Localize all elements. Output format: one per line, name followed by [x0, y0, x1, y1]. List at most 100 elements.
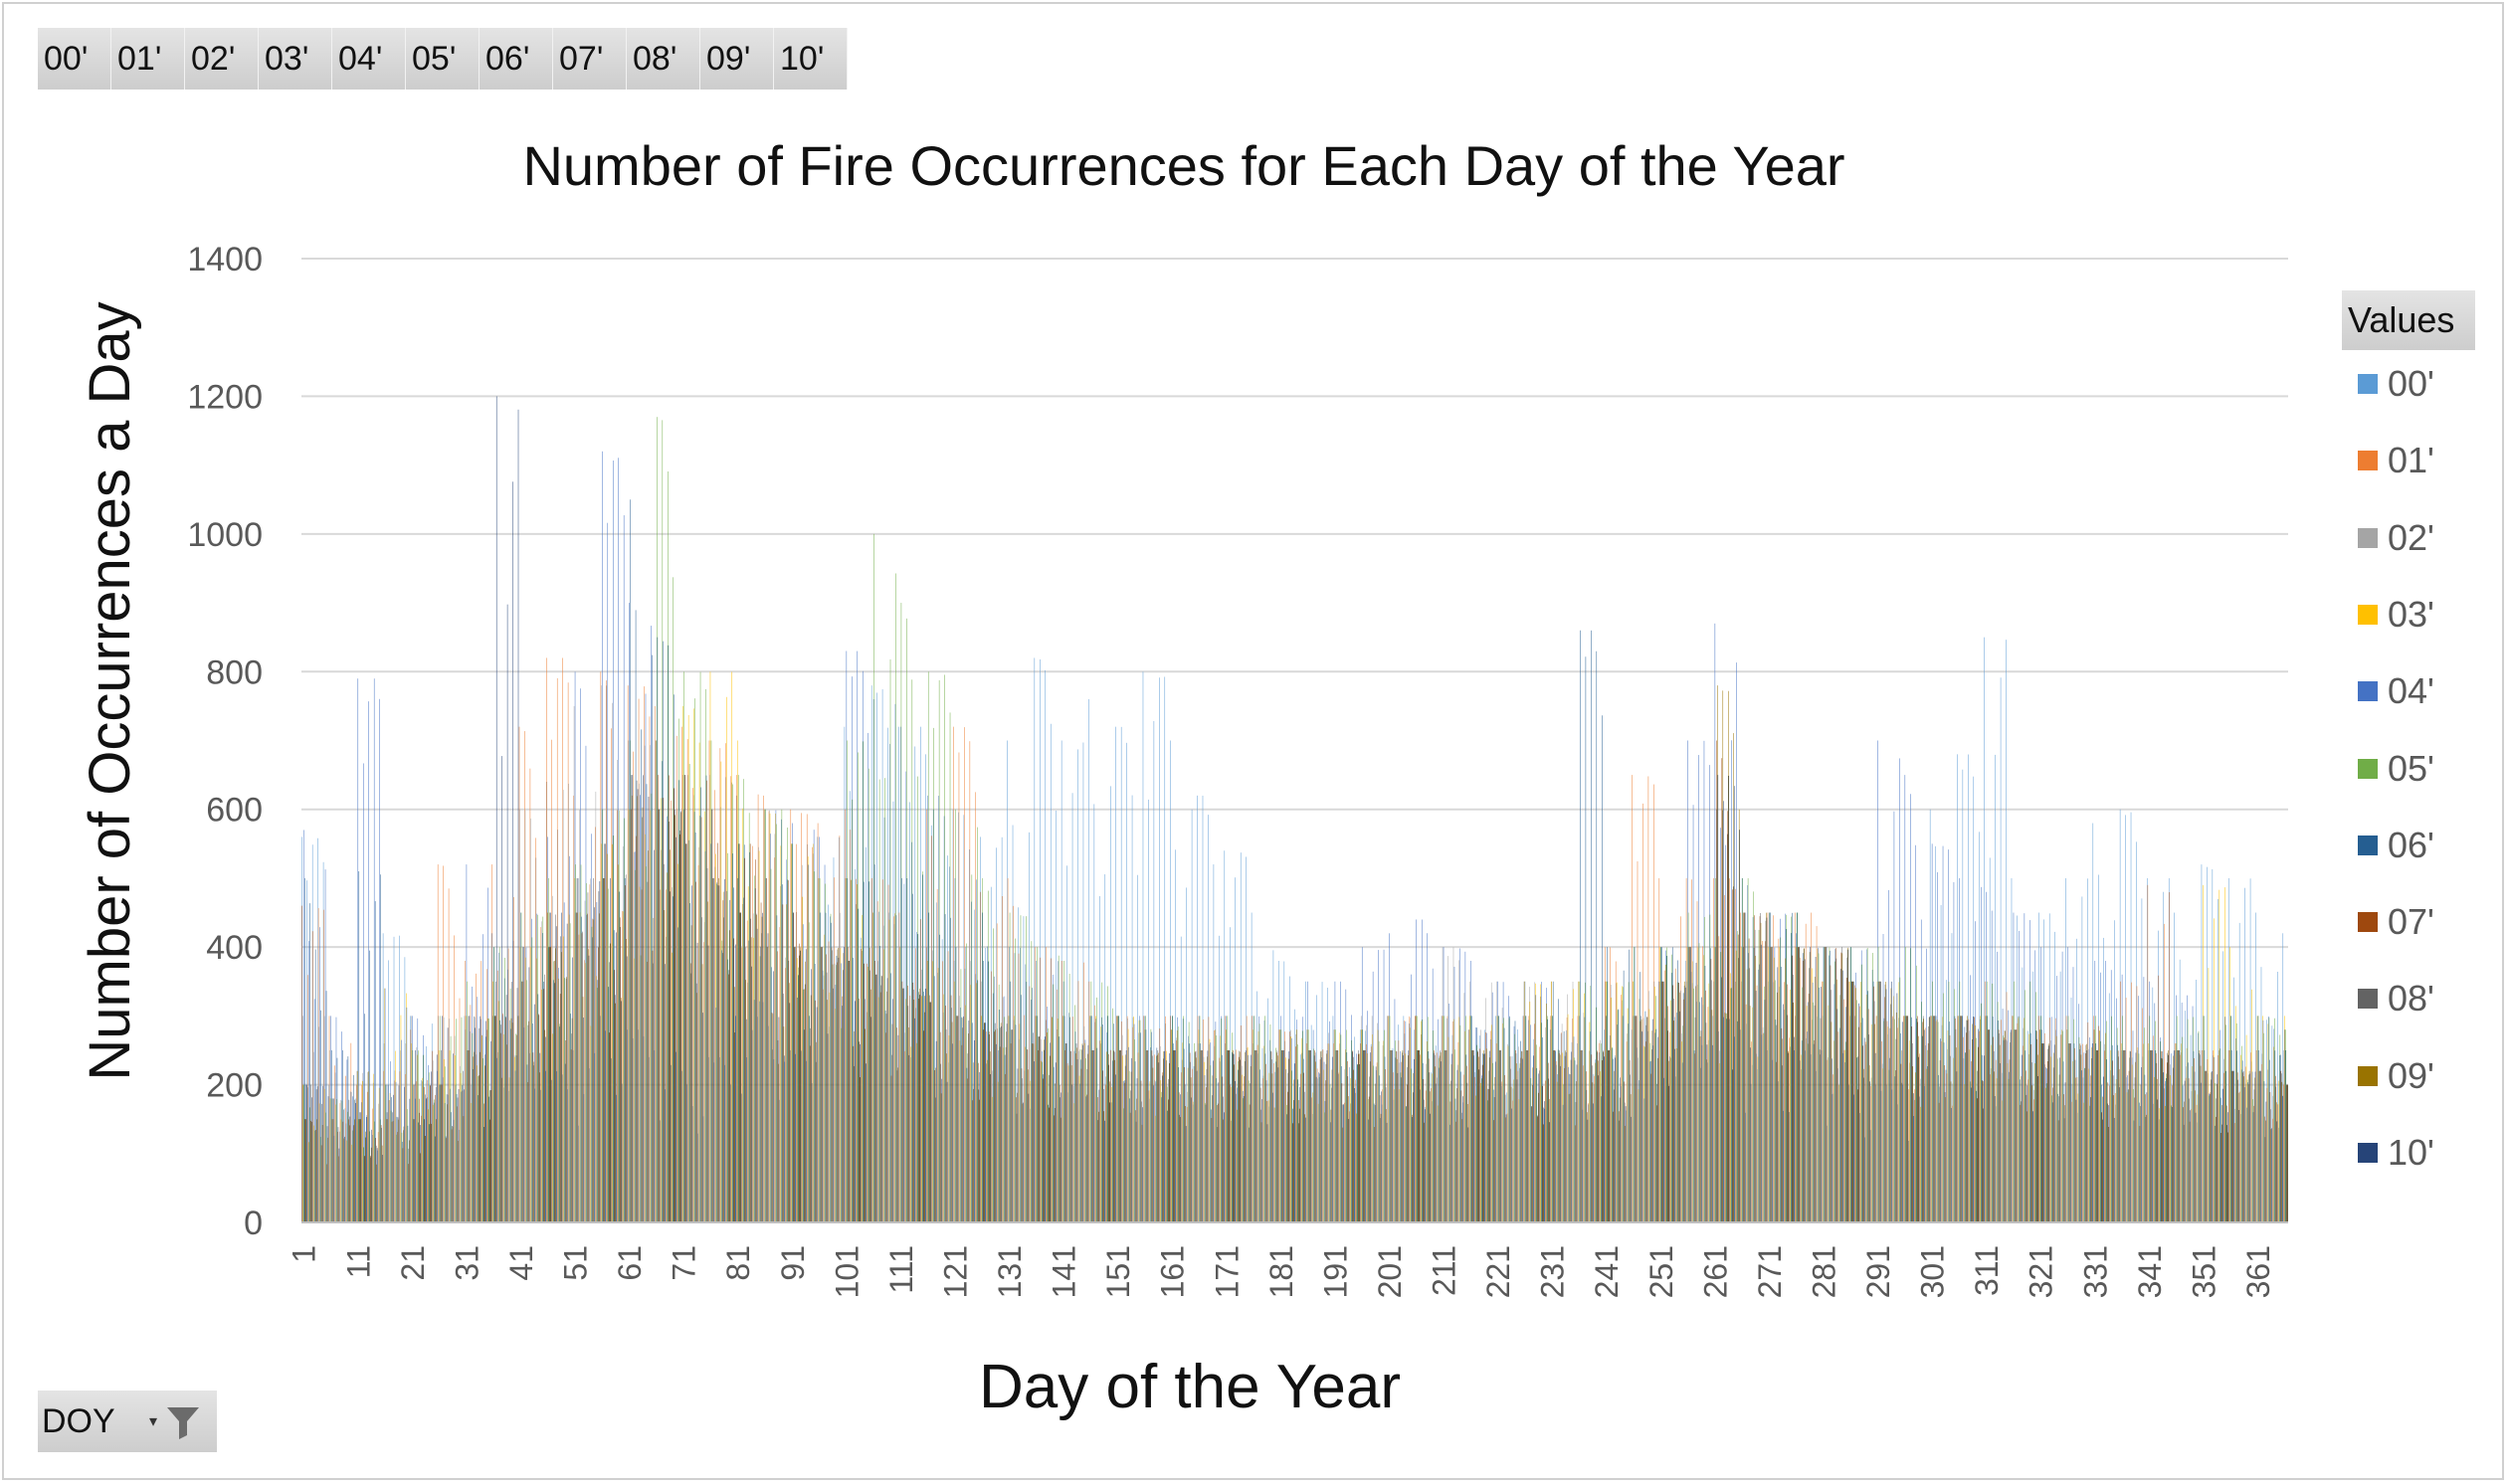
bar-series-9: [1076, 1047, 1077, 1222]
bar-series-8: [494, 981, 496, 1222]
bar-series-6: [440, 1084, 441, 1222]
legend-swatch: [2358, 758, 2378, 779]
bar-series-9: [1570, 1059, 1572, 1222]
bar-series-6: [559, 1026, 560, 1222]
bar-series-1: [470, 1005, 472, 1222]
x-tick-label: 51: [558, 1245, 594, 1281]
bar-series-10: [534, 1004, 535, 1222]
field-button-8[interactable]: 08': [627, 28, 700, 90]
bar-series-6: [467, 1049, 469, 1222]
bar-series-5: [1829, 947, 1831, 1222]
bar-series-2: [997, 1028, 998, 1222]
bar-series-3: [921, 996, 922, 1222]
bar-series-5: [863, 741, 864, 1222]
bar-series-4: [2067, 947, 2068, 1222]
bar-series-6: [1688, 947, 1689, 1222]
bar-series-3: [2245, 1034, 2247, 1222]
legend-item-7[interactable]: 07': [2358, 901, 2434, 942]
bar-series-2: [2082, 1077, 2084, 1222]
legend-item-9[interactable]: 09': [2358, 1055, 2434, 1096]
bar-series-2: [687, 775, 688, 1222]
bar-series-8: [891, 1054, 892, 1222]
legend-item-1[interactable]: 01': [2358, 440, 2434, 480]
bar-series-1: [513, 896, 514, 1222]
bar-series-4: [1769, 912, 1770, 1222]
field-button-6[interactable]: 06': [480, 28, 553, 90]
bar-series-0: [1913, 1116, 1915, 1222]
bar-series-1: [556, 677, 558, 1222]
field-button-3[interactable]: 03': [259, 28, 332, 90]
bar-series-10: [789, 1003, 791, 1222]
field-button-1[interactable]: 01': [111, 28, 185, 90]
legend-item-2[interactable]: 02': [2358, 517, 2434, 558]
legend-item-10[interactable]: 10': [2358, 1132, 2434, 1173]
bar-series-3: [1876, 981, 1878, 1222]
bar-series-5: [1438, 1057, 1440, 1222]
field-button-2[interactable]: 02': [185, 28, 259, 90]
bar-series-2: [584, 900, 586, 1222]
bar-series-2: [1828, 1057, 1829, 1222]
x-tick-label: 271: [1752, 1245, 1788, 1298]
bar-series-10: [924, 988, 926, 1222]
bar-series-2: [519, 809, 520, 1222]
legend-item-5[interactable]: 05': [2358, 748, 2434, 789]
bar-series-3: [427, 1109, 429, 1222]
bar-series-8: [2010, 1042, 2011, 1222]
bar-series-4: [1383, 949, 1385, 1222]
field-button-4[interactable]: 04': [332, 28, 406, 90]
bar-series-5: [1101, 982, 1103, 1222]
field-button-5[interactable]: 05': [406, 28, 480, 90]
legend-item-6[interactable]: 06': [2358, 825, 2434, 865]
bar-series-5: [1085, 1057, 1086, 1222]
bar-series-7: [1564, 1067, 1565, 1222]
bar-series-3: [1980, 1016, 1981, 1222]
bar-series-9: [398, 1119, 399, 1222]
bar-series-0: [1637, 1047, 1638, 1222]
bar-series-4: [987, 946, 988, 1222]
bar-series-9: [1369, 1061, 1371, 1222]
bar-series-2: [1176, 1037, 1177, 1222]
bar-series-10: [1799, 947, 1800, 1222]
field-button-0[interactable]: 00': [38, 28, 111, 90]
bar-series-10: [919, 995, 921, 1222]
bar-series-5: [1161, 1091, 1163, 1222]
bar-series-9: [544, 1029, 546, 1222]
bar-series-9: [1185, 1106, 1186, 1222]
bar-series-2: [2137, 1049, 2138, 1222]
bar-series-0: [2054, 931, 2055, 1222]
bar-series-7: [2145, 1094, 2146, 1222]
bar-series-4: [1036, 960, 1038, 1222]
bar-series-2: [1046, 1020, 1047, 1222]
legend-header[interactable]: Values: [2342, 290, 2475, 350]
bar-series-5: [1042, 1061, 1044, 1222]
legend-item-0[interactable]: 00': [2358, 363, 2434, 404]
bar-series-10: [426, 1098, 427, 1222]
bar-series-6: [1460, 1071, 1461, 1222]
bar-series-8: [1988, 1029, 1989, 1222]
bar-series-9: [1548, 1098, 1550, 1222]
bar-series-0: [1620, 1086, 1622, 1222]
bar-series-1: [1452, 1020, 1453, 1222]
bar-series-10: [305, 1084, 307, 1222]
bar-series-10: [2102, 1076, 2104, 1222]
legend-item-4[interactable]: 04': [2358, 670, 2434, 711]
bar-series-3: [1953, 1057, 1954, 1222]
bar-series-9: [1798, 947, 1800, 1222]
bar-series-10: [751, 966, 752, 1222]
bar-series-0: [1739, 1029, 1741, 1222]
legend-item-3[interactable]: 03': [2358, 594, 2434, 635]
bar-series-8: [1765, 920, 1767, 1222]
bar-series-2: [1399, 1062, 1400, 1222]
legend-item-8[interactable]: 08': [2358, 978, 2434, 1019]
bar-series-10: [327, 1096, 329, 1222]
bar-series-4: [1432, 968, 1434, 1222]
bar-series-1: [465, 960, 466, 1222]
bar-series-6: [515, 1055, 517, 1222]
field-button-7[interactable]: 07': [553, 28, 627, 90]
bar-series-9: [1158, 1052, 1159, 1222]
field-button-10[interactable]: 10': [774, 28, 848, 90]
field-button-9[interactable]: 09': [700, 28, 774, 90]
bar-series-5: [629, 740, 631, 1222]
bar-series-4: [1758, 969, 1759, 1222]
doy-filter-button[interactable]: DOY ▾: [38, 1391, 217, 1452]
